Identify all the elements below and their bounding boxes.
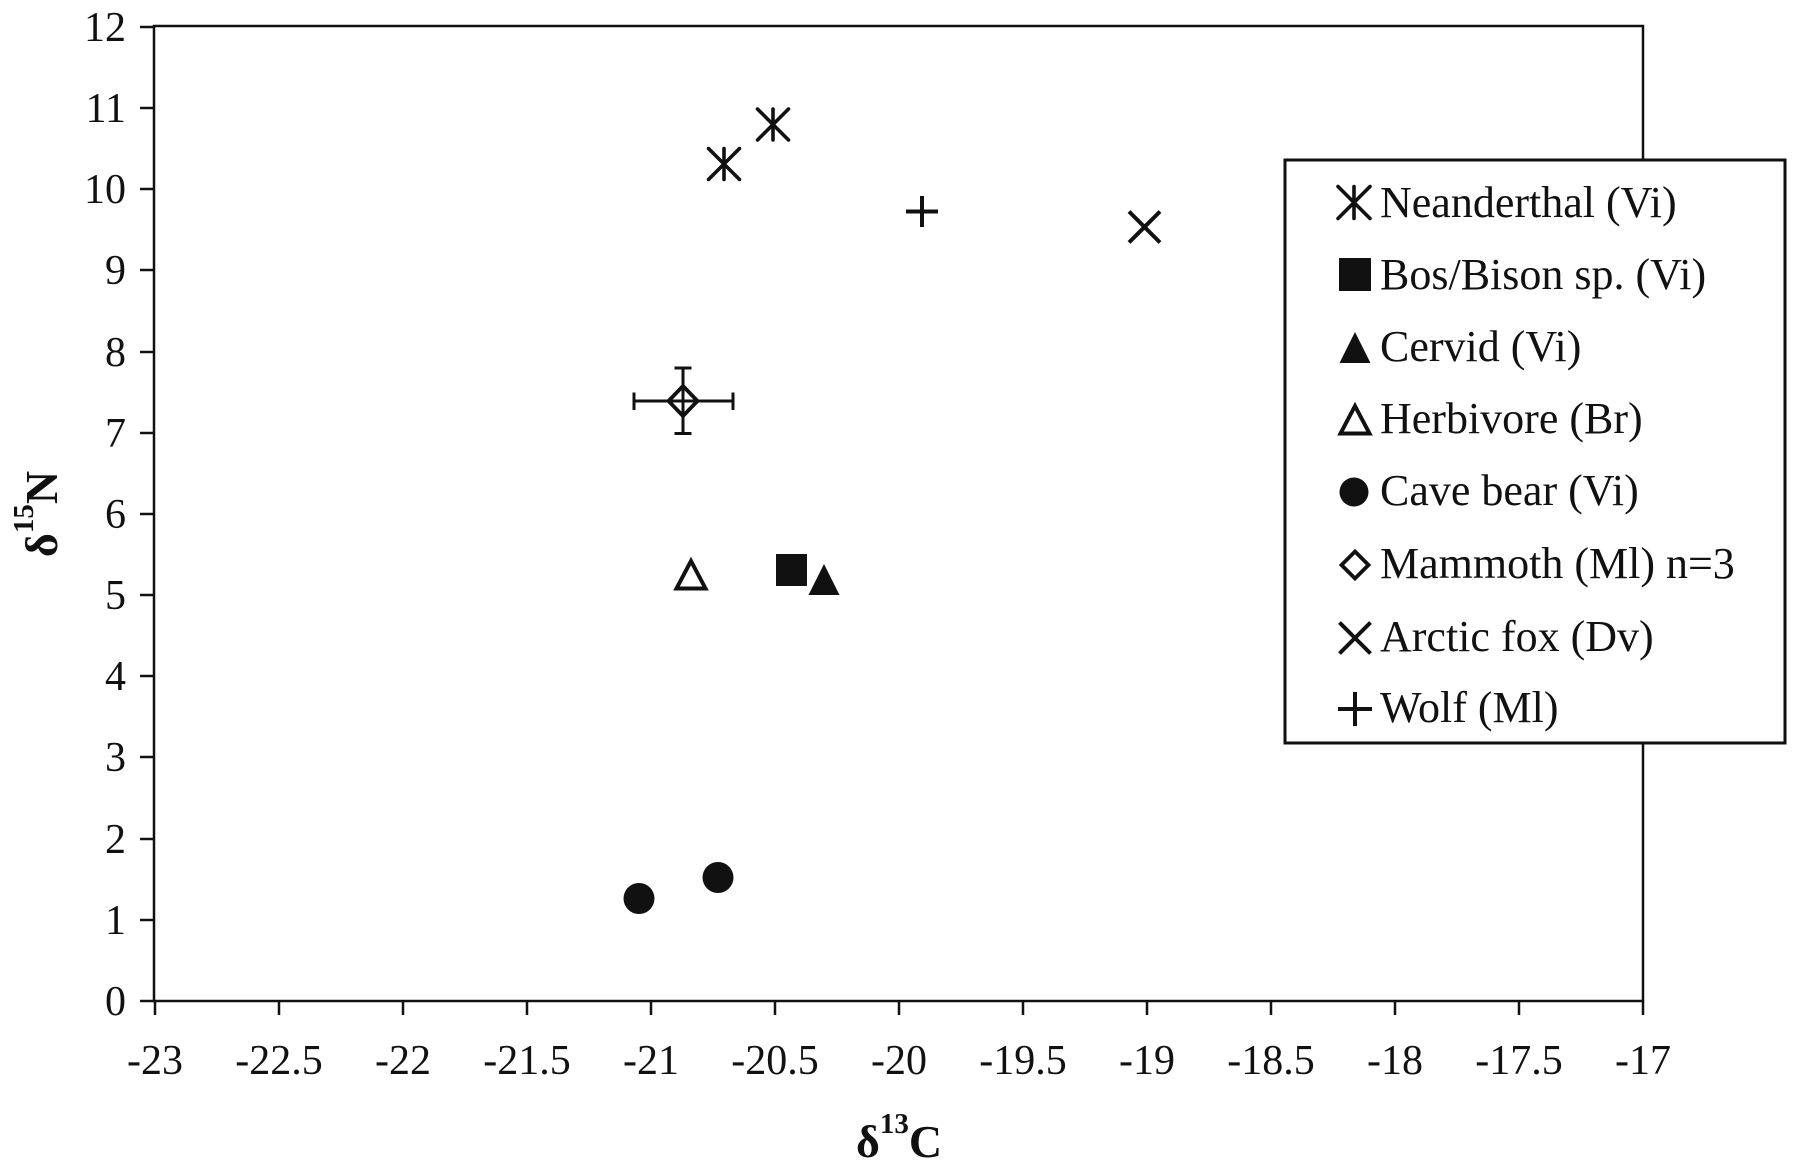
svg-text:8: 8 (105, 330, 126, 376)
svg-text:12: 12 (84, 5, 126, 51)
svg-text:Cervid (Vi): Cervid (Vi) (1380, 322, 1581, 371)
svg-text:7: 7 (105, 411, 126, 457)
svg-text:Neanderthal (Vi): Neanderthal (Vi) (1380, 178, 1677, 227)
svg-text:-19.5: -19.5 (979, 1038, 1067, 1084)
svg-text:-21.5: -21.5 (483, 1038, 571, 1084)
svg-text:Bos/Bison sp. (Vi): Bos/Bison sp. (Vi) (1380, 250, 1706, 299)
svg-text:-18: -18 (1367, 1038, 1423, 1084)
svg-text:-18.5: -18.5 (1227, 1038, 1315, 1084)
svg-text:4: 4 (105, 654, 126, 700)
svg-text:δ13C: δ13C (856, 1108, 942, 1164)
svg-text:-22.5: -22.5 (235, 1038, 323, 1084)
svg-text:3: 3 (105, 735, 126, 781)
svg-text:δ15N: δ15N (8, 471, 67, 557)
svg-text:-21: -21 (623, 1038, 679, 1084)
svg-text:Herbivore (Br): Herbivore (Br) (1380, 394, 1643, 443)
svg-text:6: 6 (105, 492, 126, 538)
svg-text:-22: -22 (375, 1038, 431, 1084)
svg-text:Cave bear (Vi): Cave bear (Vi) (1380, 466, 1639, 515)
svg-text:-23: -23 (127, 1038, 183, 1084)
svg-text:-19: -19 (1119, 1038, 1175, 1084)
svg-text:9: 9 (105, 248, 126, 294)
svg-text:-20: -20 (871, 1038, 927, 1084)
svg-text:11: 11 (86, 86, 126, 132)
svg-text:Mammoth (Ml) n=3: Mammoth (Ml) n=3 (1380, 539, 1735, 588)
svg-text:10: 10 (84, 167, 126, 213)
svg-text:Arctic fox (Dv): Arctic fox (Dv) (1380, 612, 1654, 661)
svg-text:-17: -17 (1615, 1038, 1671, 1084)
svg-text:-20.5: -20.5 (731, 1038, 819, 1084)
svg-text:Wolf (Ml): Wolf (Ml) (1380, 683, 1559, 732)
svg-text:5: 5 (105, 573, 126, 619)
svg-text:0: 0 (105, 979, 126, 1025)
svg-text:2: 2 (105, 817, 126, 863)
svg-text:1: 1 (105, 898, 126, 944)
svg-text:-17.5: -17.5 (1475, 1038, 1563, 1084)
